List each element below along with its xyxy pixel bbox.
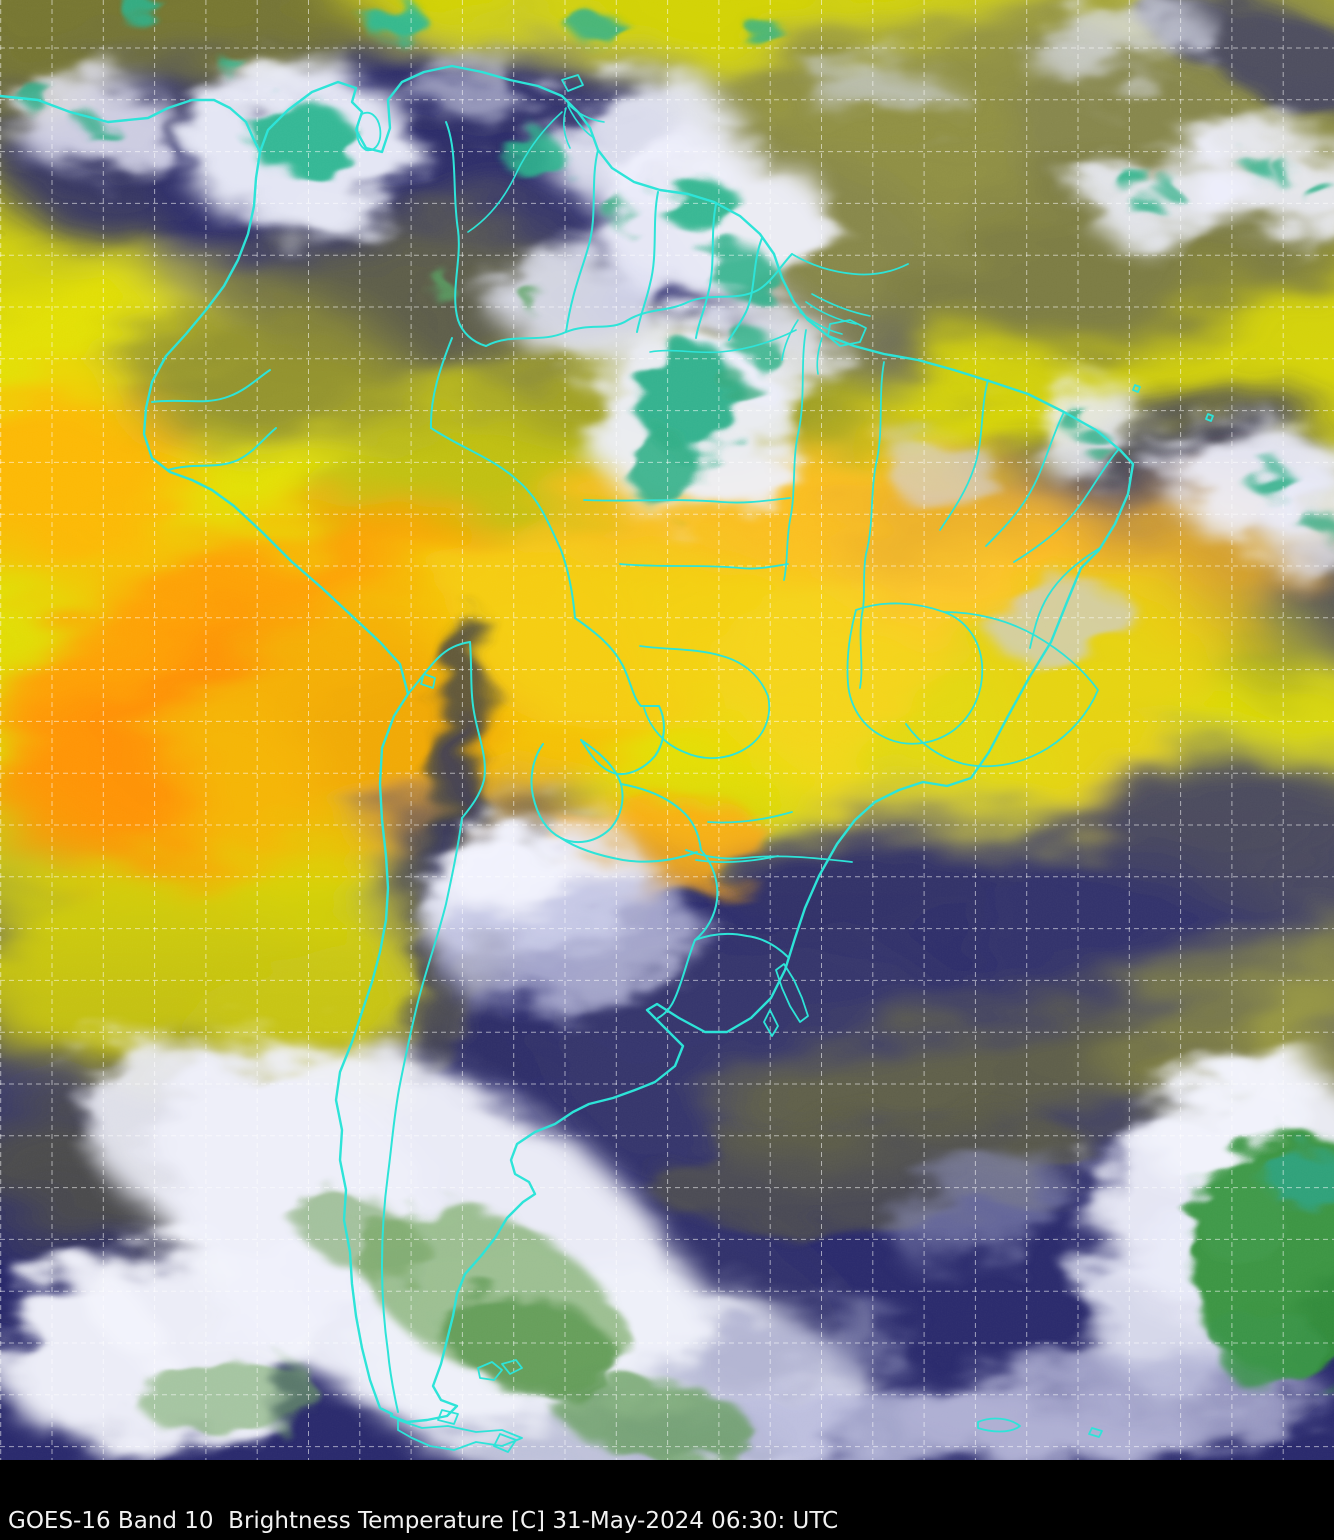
tierra-del-fuego <box>397 1419 523 1451</box>
river-amazon-delta <box>781 293 871 375</box>
border-bolivia-brazil <box>574 617 665 775</box>
map-vector-overlay <box>0 64 1214 1453</box>
state-sp-pr <box>707 811 793 824</box>
border-uruguay-river <box>657 939 696 1019</box>
border-brazil-argentina <box>694 849 719 941</box>
state-pa-to <box>861 361 885 615</box>
state-minas <box>905 611 1099 768</box>
texture-grain-overlay <box>0 0 1334 1460</box>
border-colombia-brazil <box>429 337 453 429</box>
islet-ne-2 <box>1205 413 1214 422</box>
border-uruguay-north <box>694 932 790 959</box>
state-ne-a <box>939 379 989 531</box>
satellite-image-svg <box>0 0 1334 1460</box>
border-guyana-venezuela <box>565 149 599 333</box>
falklands-west <box>477 1361 503 1381</box>
border-peru-brazil <box>430 427 576 619</box>
border-frguiana-brazil <box>728 237 763 341</box>
state-mt-south <box>583 497 791 504</box>
coast-pacific <box>142 150 410 1416</box>
falklands-east <box>501 1359 523 1375</box>
state-amapa <box>791 253 909 276</box>
island-marajo <box>827 319 867 347</box>
tdf-islet <box>437 1409 459 1425</box>
caption-bar: GOES-16 Band 10 Brightness Temperature [… <box>0 1460 1334 1540</box>
border-paraguay-argentina <box>560 837 698 863</box>
river-orinoco <box>467 111 563 233</box>
border-bolivia-argentina <box>461 641 486 819</box>
south-georgia <box>977 1417 1021 1433</box>
state-am-pa <box>783 329 807 581</box>
border-guyana-suriname <box>636 191 659 333</box>
border-ecuador-peru <box>167 427 277 471</box>
border-peru-bolivia <box>407 641 471 695</box>
state-sc-rs <box>685 849 853 863</box>
border-paraguay-east <box>620 783 702 851</box>
state-mt-ms <box>619 563 789 570</box>
border-paraguay <box>530 739 624 844</box>
islet-ne-1 <box>1132 384 1141 393</box>
border-suriname-frguiana <box>695 203 717 339</box>
state-ne-c <box>1013 449 1119 563</box>
state-ne-b <box>985 411 1065 547</box>
caption-text: GOES-16 Band 10 Brightness Temperature [… <box>8 1508 839 1534</box>
border-venezuela-brazil <box>485 253 793 347</box>
latlon-graticule <box>0 0 1334 1460</box>
lagoa-dos-patos <box>775 963 809 1023</box>
state-pr-sc <box>695 855 779 863</box>
river-orinoco-delta <box>563 103 605 149</box>
border-colombia-venezuela <box>445 121 487 347</box>
lake-titicaca <box>420 673 436 689</box>
lake-maracaibo <box>356 111 382 152</box>
lagoa-mirim <box>763 1009 779 1037</box>
river-amazon <box>649 329 797 354</box>
state-to-go <box>859 613 863 689</box>
tdf-islet-2 <box>493 1433 517 1453</box>
state-ms-loop <box>639 645 771 759</box>
island-trinidad <box>561 74 584 92</box>
state-ne-coastal <box>1029 547 1101 649</box>
satellite-map <box>0 0 1334 1460</box>
islet-south <box>1088 1427 1103 1438</box>
border-ecuador-colombia <box>151 369 271 403</box>
border-chile-argentina <box>381 817 463 1413</box>
